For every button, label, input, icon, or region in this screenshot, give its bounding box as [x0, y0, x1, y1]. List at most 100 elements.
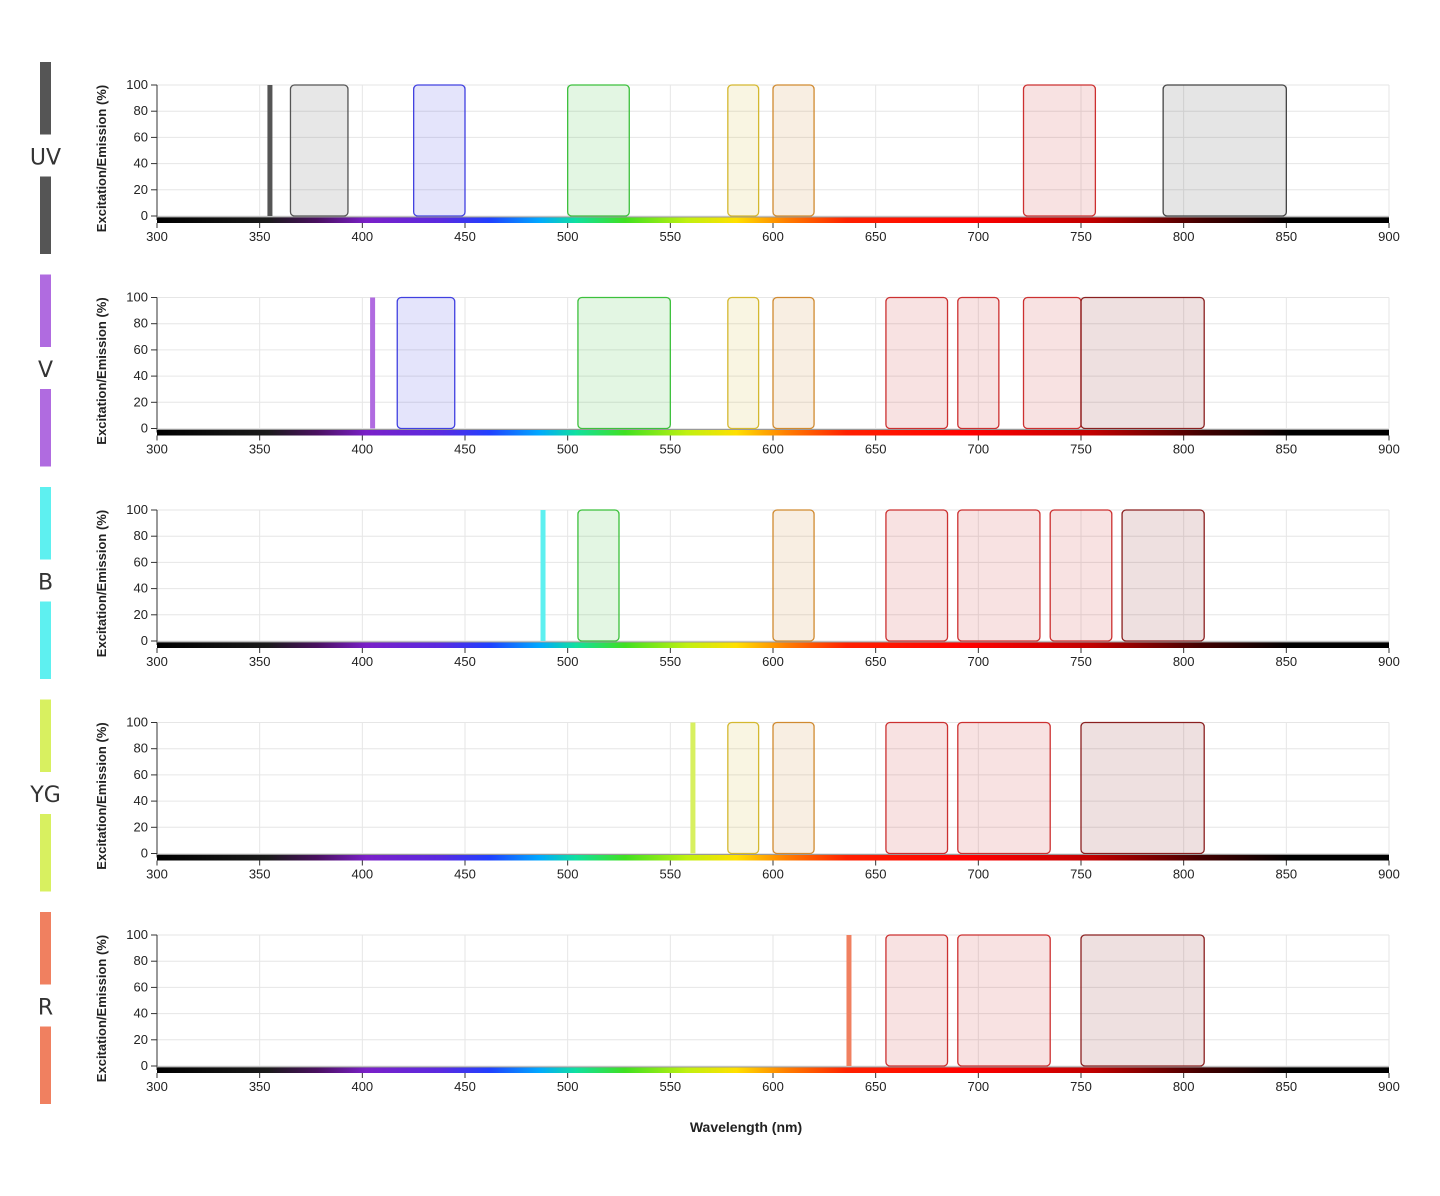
- x-tick-label: 850: [1275, 1079, 1297, 1094]
- x-tick-label: 300: [146, 442, 168, 457]
- y-tick-label: 40: [134, 368, 148, 383]
- x-tick-label: 600: [762, 229, 784, 244]
- x-tick-label: 900: [1378, 442, 1400, 457]
- filter-band: [885, 721, 949, 855]
- filter-band: [1080, 296, 1205, 430]
- filter-band: [1080, 721, 1205, 855]
- y-tick-label: 60: [134, 767, 148, 782]
- filter-band: [772, 84, 815, 217]
- filter-band: [1022, 84, 1097, 217]
- filter-band: [1121, 509, 1205, 642]
- laser-color-bar-top: [40, 274, 51, 347]
- y-tick-label: 100: [126, 77, 148, 92]
- y-tick-label: 60: [134, 979, 148, 994]
- x-tick-label: 650: [865, 654, 887, 669]
- panel-yg: YG 0 20 40 60 80 100 Excitation/Emission (%) 300…: [29, 699, 1400, 892]
- laser-color-bar-bottom: [40, 389, 51, 467]
- y-tick-label: 100: [126, 927, 148, 942]
- laser-line: [370, 297, 376, 429]
- panel-b: B 0 20 40 60 80 100 Excitation/Emission (%) 300 3…: [38, 487, 1400, 679]
- filter-band: [727, 84, 760, 217]
- y-tick-label: 80: [134, 103, 148, 118]
- x-tick-label: 850: [1275, 867, 1297, 882]
- x-tick-label: 700: [967, 654, 989, 669]
- filter-band: [1049, 509, 1113, 642]
- x-tick-label: 850: [1275, 442, 1297, 457]
- y-tick-label: 60: [134, 129, 148, 144]
- filter-band: [957, 721, 1051, 855]
- y-tick-label: 40: [134, 581, 148, 596]
- laser-label: UV: [30, 146, 61, 171]
- laser-label: B: [38, 571, 53, 596]
- y-tick-label: 20: [134, 607, 148, 622]
- y-tick-label: 20: [134, 819, 148, 834]
- filter-band: [885, 509, 949, 642]
- x-tick-label: 350: [249, 442, 271, 457]
- x-tick-label: 450: [454, 1079, 476, 1094]
- x-tick-label: 450: [454, 654, 476, 669]
- x-tick-label: 550: [659, 229, 681, 244]
- x-tick-label: 700: [967, 229, 989, 244]
- y-tick-label: 100: [126, 502, 148, 517]
- y-tick-label: 80: [134, 316, 148, 331]
- x-tick-label: 300: [146, 1079, 168, 1094]
- laser-line: [267, 85, 273, 216]
- x-tick-label: 650: [865, 1079, 887, 1094]
- laser-label: YG: [29, 783, 61, 808]
- x-tick-label: 700: [967, 1079, 989, 1094]
- filter-band: [727, 296, 760, 430]
- x-tick-label: 500: [557, 229, 579, 244]
- x-tick-label: 500: [557, 654, 579, 669]
- panel-v: V 0 20 40 60 80 100 Excitation/Emission (%) 300 3…: [38, 274, 1400, 467]
- x-tick-label: 400: [351, 654, 373, 669]
- x-tick-label: 300: [146, 867, 168, 882]
- laser-line: [690, 722, 696, 854]
- y-axis-title: Excitation/Emission (%): [94, 722, 109, 869]
- x-tick-label: 500: [557, 867, 579, 882]
- panel-r: R 0 20 40 60 80 100 Excitation/Emission (%) 300 3…: [38, 912, 1400, 1104]
- laser-color-bar-bottom: [40, 1026, 51, 1104]
- x-tick-label: 400: [351, 442, 373, 457]
- x-tick-label: 750: [1070, 654, 1092, 669]
- x-tick-label: 900: [1378, 867, 1400, 882]
- laser-line: [540, 510, 546, 641]
- x-tick-label: 900: [1378, 229, 1400, 244]
- filter-band: [885, 296, 949, 430]
- spectrum-bar: [157, 429, 1389, 436]
- filter-band: [772, 509, 815, 642]
- x-tick-label: 850: [1275, 229, 1297, 244]
- y-tick-label: 80: [134, 741, 148, 756]
- filter-band: [396, 296, 456, 430]
- x-tick-label: 450: [454, 442, 476, 457]
- laser-color-bar-top: [40, 699, 51, 772]
- laser-line: [846, 935, 852, 1066]
- x-tick-label: 450: [454, 229, 476, 244]
- filter-band: [727, 721, 760, 855]
- filter-band: [957, 296, 1000, 430]
- y-axis-title: Excitation/Emission (%): [94, 935, 109, 1082]
- filter-band: [1022, 296, 1082, 430]
- panel-uv: UV 0 20 40 60 80 100 Excitation/Emission (%) 300…: [30, 62, 1400, 254]
- spectrum-bar: [157, 217, 1389, 223]
- x-tick-label: 850: [1275, 654, 1297, 669]
- x-tick-label: 600: [762, 442, 784, 457]
- y-tick-label: 0: [141, 633, 148, 648]
- y-tick-label: 0: [141, 846, 148, 861]
- y-tick-label: 100: [126, 290, 148, 305]
- y-tick-label: 40: [134, 793, 148, 808]
- x-tick-label: 750: [1070, 1079, 1092, 1094]
- x-tick-label: 750: [1070, 229, 1092, 244]
- y-tick-label: 0: [141, 421, 148, 436]
- x-tick-label: 550: [659, 1079, 681, 1094]
- x-tick-label: 400: [351, 867, 373, 882]
- x-tick-label: 900: [1378, 1079, 1400, 1094]
- spectrum-bar: [157, 1067, 1389, 1073]
- x-tick-label: 550: [659, 867, 681, 882]
- spectrum-bar: [157, 642, 1389, 648]
- x-tick-label: 350: [249, 654, 271, 669]
- laser-color-bar-top: [40, 62, 51, 135]
- x-tick-label: 900: [1378, 654, 1400, 669]
- filter-band: [885, 934, 949, 1067]
- laser-color-bar-bottom: [40, 814, 51, 892]
